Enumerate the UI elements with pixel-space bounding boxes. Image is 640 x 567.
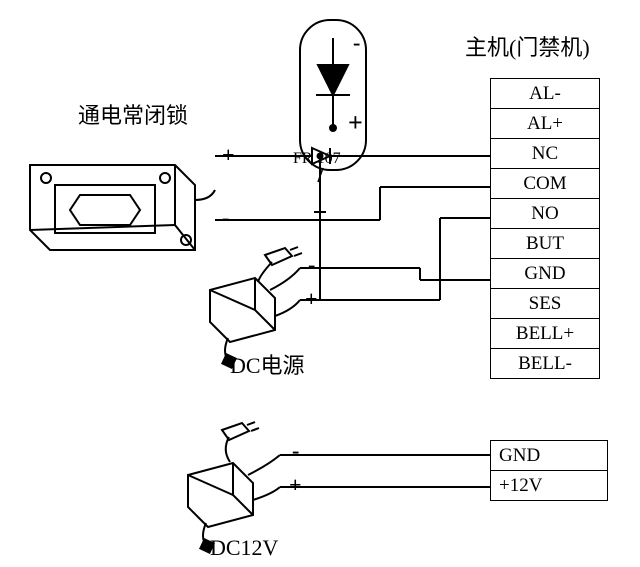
psu2-plus-sign: + [289,472,302,498]
psu2-label: DC12V [210,535,278,561]
psu2-icon [188,422,280,553]
psu1-label: DC电源 [230,348,305,380]
door-lock-icon [30,165,215,250]
host-title: 主机(门禁机) [465,30,590,62]
terminal-table-power: GND +12V [490,440,608,501]
terminal-table-main: AL- AL+ NC COM NO BUT GND SES BELL+ BELL… [490,78,600,379]
terminal-cell: +12V [491,471,608,501]
terminal-cell: AL- [491,79,600,109]
wire-psu1-minus [300,268,490,280]
diode-label: FR 107 [293,150,341,168]
lock-minus-sign: - [222,205,229,231]
lock-label: 通电常闭锁 [78,98,188,130]
terminal-cell: BUT [491,229,600,259]
psu2-minus-sign: - [292,438,299,464]
terminal-cell: GND [491,259,600,289]
wire-psu1-plus [300,218,490,300]
terminal-cell: SES [491,289,600,319]
wire-group-1 [314,156,326,300]
terminal-cell: GND [491,441,608,471]
psu1-minus-sign: - [308,252,315,278]
lock-plus-sign: + [222,142,235,168]
wire-lock-minus [215,187,490,220]
terminal-cell: NO [491,199,600,229]
wire-psu2 [280,455,490,487]
terminal-cell: COM [491,169,600,199]
terminal-cell: BELL+ [491,319,600,349]
terminal-cell: BELL- [491,349,600,379]
diode-plus-sign: + [348,108,363,138]
terminal-cell: NC [491,139,600,169]
terminal-cell: AL+ [491,109,600,139]
diode-minus-sign: - [353,30,360,56]
psu1-plus-sign: + [305,286,318,312]
